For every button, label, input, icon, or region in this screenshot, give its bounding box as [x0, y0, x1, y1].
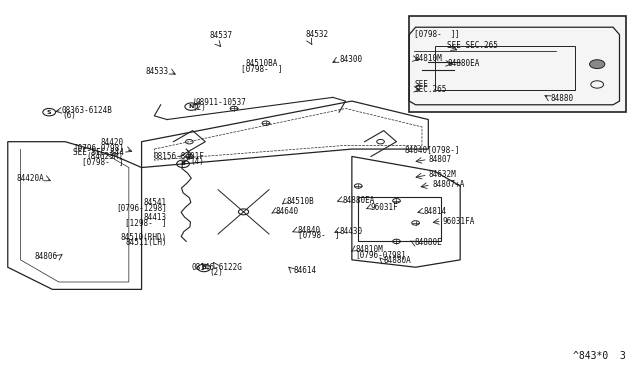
- Text: 84537: 84537: [210, 31, 233, 40]
- Text: 84510B: 84510B: [287, 197, 315, 206]
- Text: 08146-6122G: 08146-6122G: [191, 263, 242, 272]
- Text: N: N: [189, 104, 194, 109]
- Text: 84511(LH): 84511(LH): [125, 238, 167, 247]
- Text: ^843*0  3: ^843*0 3: [573, 352, 626, 361]
- Text: 08156-8401F: 08156-8401F: [153, 152, 204, 161]
- Text: 84880EA: 84880EA: [447, 59, 480, 68]
- Text: (4): (4): [190, 157, 204, 166]
- Text: SEE SEC.844: SEE SEC.844: [73, 148, 124, 157]
- Text: 96031FA: 96031FA: [443, 217, 476, 225]
- Text: [0796-0798]: [0796-0798]: [73, 143, 124, 152]
- Text: 84510BA: 84510BA: [245, 59, 278, 68]
- Text: 84880E: 84880E: [414, 238, 442, 247]
- Text: S: S: [47, 110, 51, 115]
- Text: (84623M): (84623M): [87, 152, 124, 161]
- Circle shape: [589, 60, 605, 68]
- Text: 84420: 84420: [100, 138, 124, 147]
- Bar: [358, 197, 441, 241]
- Text: 84532: 84532: [305, 30, 328, 39]
- Text: 84430: 84430: [339, 227, 362, 235]
- Text: [0798-  ]: [0798- ]: [241, 64, 282, 73]
- Text: 84810M: 84810M: [414, 54, 442, 63]
- Text: (2): (2): [210, 268, 224, 277]
- Bar: [409, 16, 626, 112]
- Text: 84533: 84533: [146, 67, 169, 76]
- Text: [0798-  ]: [0798- ]: [298, 231, 339, 240]
- Text: [0798-  ]: [0798- ]: [82, 157, 124, 166]
- Text: B: B: [180, 161, 186, 166]
- Text: 84880: 84880: [550, 94, 574, 103]
- Text: 84300: 84300: [339, 55, 362, 64]
- Text: SEE SEC.265: SEE SEC.265: [447, 41, 499, 50]
- Text: [0796-1298]: [0796-1298]: [116, 203, 167, 212]
- Text: (2): (2): [192, 103, 206, 112]
- Text: (6): (6): [63, 110, 77, 120]
- Text: 84632M: 84632M: [429, 170, 457, 179]
- Text: 84640: 84640: [275, 207, 298, 217]
- Text: 84614: 84614: [293, 266, 316, 275]
- Text: 84510(RHD): 84510(RHD): [121, 233, 167, 242]
- Text: [1298-  ]: [1298- ]: [125, 218, 167, 227]
- Text: [0798-  ]: [0798- ]: [414, 29, 456, 38]
- Text: 96031F: 96031F: [371, 203, 399, 212]
- Bar: [435, 46, 575, 90]
- Text: 08363-6124B: 08363-6124B: [62, 106, 113, 115]
- Text: 84807+A: 84807+A: [432, 180, 465, 189]
- Text: 84810M: 84810M: [355, 246, 383, 254]
- Text: 84413: 84413: [144, 213, 167, 222]
- Text: 84880A: 84880A: [384, 256, 412, 265]
- Text: 08911-10537: 08911-10537: [196, 98, 246, 107]
- Text: SEE: SEE: [415, 80, 429, 89]
- Text: SEC.265: SEC.265: [415, 85, 447, 94]
- Text: [0796-0798]: [0796-0798]: [355, 250, 406, 259]
- Text: 84880EA: 84880EA: [342, 196, 374, 205]
- Text: 84840: 84840: [298, 226, 321, 235]
- Text: 84814: 84814: [424, 206, 447, 216]
- Text: 84807: 84807: [429, 155, 452, 164]
- Text: 84541: 84541: [144, 198, 167, 207]
- Text: 84420A: 84420A: [17, 174, 45, 183]
- Text: 84806: 84806: [35, 252, 58, 262]
- Text: ]: ]: [455, 29, 460, 38]
- Text: B: B: [202, 266, 207, 270]
- Text: 84840[0798-]: 84840[0798-]: [404, 145, 460, 154]
